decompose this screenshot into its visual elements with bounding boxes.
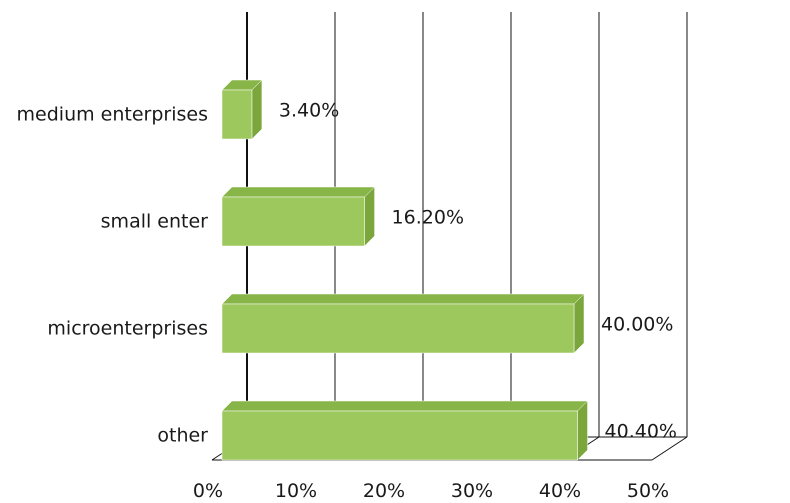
x-tick-label: 0% <box>193 480 223 502</box>
bar-side-face <box>573 293 585 354</box>
labels-layer: 0% 10% 20% 30% 40% 50% medium enterprises 3.40%… <box>17 100 677 503</box>
bar-top-face <box>221 400 589 412</box>
bar-top-face <box>221 186 376 198</box>
bar-side-face <box>577 400 588 461</box>
x-tick-label: 30% <box>451 480 493 502</box>
floor-gridline <box>651 436 688 461</box>
bars-layer <box>221 79 589 461</box>
category-label: medium enterprises <box>17 104 208 126</box>
bar-side-face <box>251 79 263 140</box>
x-tick-label: 40% <box>539 480 581 502</box>
data-label: 40.00% <box>601 314 673 336</box>
bar-top-face <box>221 293 585 305</box>
bar <box>221 303 575 354</box>
x-tick-label: 20% <box>363 480 405 502</box>
bar <box>221 410 578 461</box>
bar <box>221 196 365 247</box>
category-label: other <box>157 425 208 447</box>
bar <box>221 89 253 140</box>
category-label: small enter <box>101 211 209 233</box>
category-label: microenterprises <box>47 318 208 340</box>
data-label: 16.20% <box>392 207 464 229</box>
x-tick-label: 10% <box>275 480 317 502</box>
data-label: 40.40% <box>605 421 677 443</box>
data-label: 3.40% <box>279 100 339 122</box>
bar-side-face <box>364 186 375 247</box>
x-tick-label: 50% <box>627 480 669 502</box>
